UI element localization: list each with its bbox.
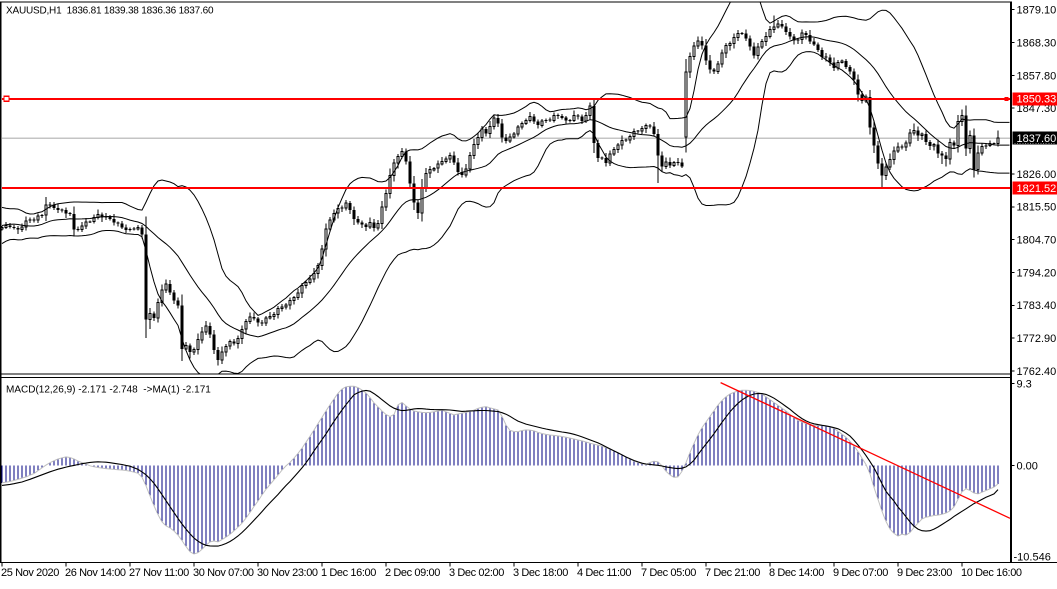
svg-text:7 Dec 21:00: 7 Dec 21:00 — [705, 567, 760, 579]
svg-text:30 Nov 23:00: 30 Nov 23:00 — [257, 567, 318, 579]
svg-text:10 Dec 16:00: 10 Dec 16:00 — [961, 567, 1022, 579]
svg-text:30 Nov 07:00: 30 Nov 07:00 — [193, 567, 254, 579]
svg-text:1879.10: 1879.10 — [1017, 5, 1057, 17]
svg-text:1847.30: 1847.30 — [1017, 103, 1057, 115]
svg-text:1821.52: 1821.52 — [1017, 183, 1057, 195]
svg-text:9.3: 9.3 — [1017, 379, 1032, 391]
svg-text:26 Nov 14:00: 26 Nov 14:00 — [65, 567, 126, 579]
svg-text:1804.70: 1804.70 — [1017, 235, 1057, 247]
svg-text:1772.90: 1772.90 — [1017, 333, 1057, 345]
svg-text:9 Dec 07:00: 9 Dec 07:00 — [833, 567, 888, 579]
svg-text:27 Nov 11:00: 27 Nov 11:00 — [129, 567, 189, 579]
svg-text:2 Dec 09:00: 2 Dec 09:00 — [385, 567, 440, 579]
svg-text:1826.00: 1826.00 — [1017, 169, 1057, 181]
svg-text:1850.33: 1850.33 — [1017, 94, 1057, 106]
svg-text:1815.50: 1815.50 — [1017, 202, 1057, 214]
svg-text:MACD(12,26,9) -2.171 -2.748 -: MACD(12,26,9) -2.171 -2.748 ->MA(1) -2.1… — [6, 385, 211, 396]
svg-text:1 Dec 16:00: 1 Dec 16:00 — [321, 567, 376, 579]
svg-text:7 Dec 05:00: 7 Dec 05:00 — [641, 567, 696, 579]
svg-text:1868.30: 1868.30 — [1017, 37, 1057, 49]
svg-text:-10.546: -10.546 — [1014, 552, 1051, 564]
svg-text:8 Dec 14:00: 8 Dec 14:00 — [769, 567, 824, 579]
svg-text:0.00: 0.00 — [1017, 460, 1038, 472]
svg-text:9 Dec 23:00: 9 Dec 23:00 — [897, 567, 952, 579]
svg-text:3 Dec 02:00: 3 Dec 02:00 — [449, 567, 504, 579]
svg-text:1783.40: 1783.40 — [1017, 300, 1057, 312]
svg-text:1857.80: 1857.80 — [1017, 70, 1057, 82]
svg-text:1762.40: 1762.40 — [1017, 366, 1057, 378]
svg-text:XAUUSD,H1 1836.81 1839.38 183: XAUUSD,H1 1836.81 1839.38 1836.36 1837.6… — [6, 6, 214, 17]
svg-text:1794.20: 1794.20 — [1017, 267, 1057, 279]
svg-text:4 Dec 11:00: 4 Dec 11:00 — [577, 567, 631, 579]
svg-text:3 Dec 18:00: 3 Dec 18:00 — [513, 567, 568, 579]
svg-text:1837.60: 1837.60 — [1017, 133, 1057, 145]
svg-text:25 Nov 2020: 25 Nov 2020 — [1, 567, 59, 579]
